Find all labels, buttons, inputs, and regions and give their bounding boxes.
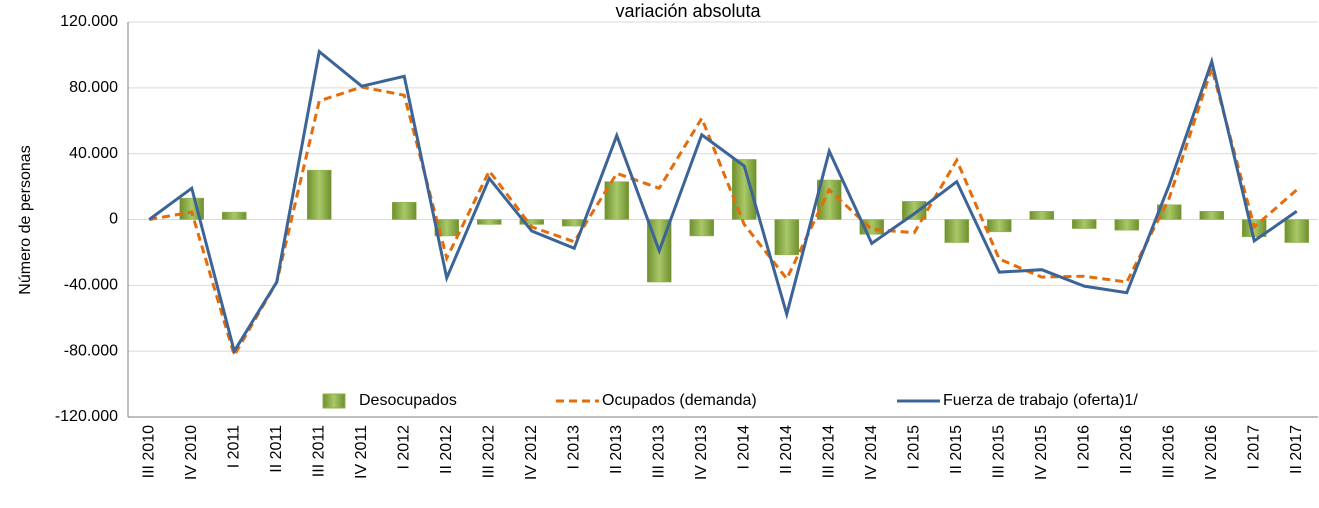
x-tick-label: I 2015 xyxy=(905,425,922,470)
x-tick-label: IV 2012 xyxy=(523,425,540,480)
y-tick-label: -40.000 xyxy=(64,277,118,294)
bar xyxy=(477,219,502,225)
bar xyxy=(1199,211,1224,220)
x-tick-label: II 2016 xyxy=(1118,425,1135,474)
x-tick-label: II 2012 xyxy=(438,425,455,474)
chart-title: variación absoluta xyxy=(615,1,761,21)
y-tick-label: 0 xyxy=(109,211,118,228)
legend-label: Fuerza de trabajo (oferta)1/ xyxy=(943,392,1138,409)
x-tick-label: I 2011 xyxy=(225,425,242,468)
legend-swatch xyxy=(322,393,346,409)
bar xyxy=(307,169,332,220)
y-tick-label: 80.000 xyxy=(69,79,118,96)
x-tick-label: IV 2014 xyxy=(863,425,880,480)
x-tick-label: IV 2010 xyxy=(183,425,200,480)
x-tick-label: III 2014 xyxy=(820,425,837,478)
x-tick-label: III 2012 xyxy=(480,425,497,478)
x-tick-label: III 2013 xyxy=(650,425,667,478)
x-tick-label: III 2011 xyxy=(310,425,327,477)
y-tick-label: -120.000 xyxy=(55,408,118,425)
x-tick-label: IV 2013 xyxy=(693,425,710,480)
x-tick-label: IV 2016 xyxy=(1203,425,1220,480)
bar xyxy=(689,219,714,237)
x-tick-label: II 2017 xyxy=(1288,425,1305,474)
bar xyxy=(222,211,247,220)
x-tick-label: I 2017 xyxy=(1245,425,1262,470)
x-tick-label: II 2013 xyxy=(608,425,625,474)
bar xyxy=(392,201,417,220)
x-tick-label: IV 2011 xyxy=(353,425,370,479)
x-tick-label: I 2016 xyxy=(1075,425,1092,470)
bar xyxy=(1114,219,1139,231)
x-tick-label: III 2015 xyxy=(990,425,1007,478)
legend-label: Ocupados (demanda) xyxy=(602,392,757,409)
bar xyxy=(1029,211,1054,220)
x-tick-label: II 2015 xyxy=(948,425,965,474)
x-tick-label: III 2010 xyxy=(140,425,157,478)
x-tick-label: IV 2015 xyxy=(1033,425,1050,480)
legend-box xyxy=(230,385,1295,416)
x-tick-label: III 2016 xyxy=(1160,425,1177,478)
bar xyxy=(1072,219,1097,229)
legend-label: Desocupados xyxy=(359,392,457,409)
line xyxy=(148,48,1298,355)
bar xyxy=(774,219,799,256)
bar xyxy=(944,219,969,243)
bar xyxy=(987,219,1012,233)
y-tick-label: -80.000 xyxy=(64,342,118,359)
line xyxy=(148,62,1298,360)
y-axis-label: Número de personas xyxy=(17,145,34,294)
bar xyxy=(604,181,629,220)
y-tick-label: 120.000 xyxy=(60,13,118,30)
y-tick-label: 40.000 xyxy=(69,145,118,162)
x-tick-label: I 2013 xyxy=(565,425,582,470)
x-tick-label: II 2014 xyxy=(778,425,795,474)
x-tick-label: I 2014 xyxy=(735,425,752,470)
bar xyxy=(1284,219,1309,243)
x-tick-label: I 2012 xyxy=(395,425,412,470)
bar xyxy=(902,201,927,220)
x-tick-label: II 2011 xyxy=(268,425,285,473)
